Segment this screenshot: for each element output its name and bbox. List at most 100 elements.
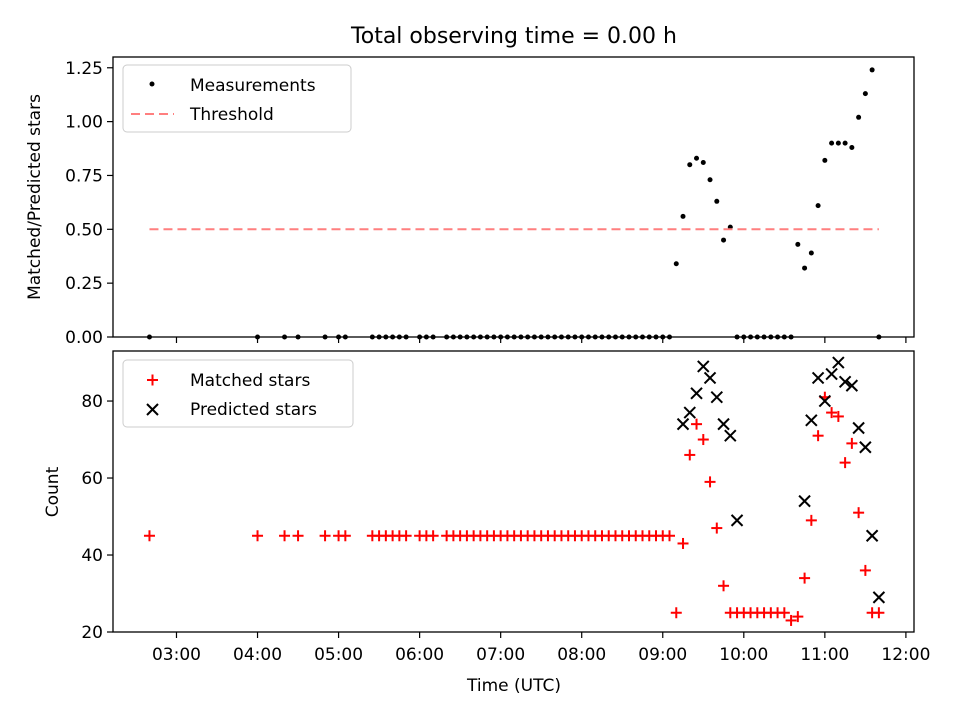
x-axis-label: Time (UTC)	[466, 676, 561, 696]
measurement-point	[721, 237, 727, 243]
measurement-point	[457, 334, 463, 340]
measurement-point	[842, 140, 848, 146]
measurement-point	[639, 334, 645, 340]
predicted-stars-point	[717, 417, 730, 431]
measurement-point	[484, 334, 490, 340]
ratio-ticks: 0.00 0.25 0.50 0.75 1.00 1.25	[65, 59, 907, 348]
measurement-point	[545, 334, 551, 340]
measurement-point	[680, 213, 686, 219]
measurement-point	[795, 241, 801, 247]
predicted-stars-point	[818, 394, 832, 408]
measurement-point	[525, 334, 531, 340]
ratio-y-tick-label: 1.25	[65, 59, 103, 79]
matched-stars-point	[853, 507, 865, 519]
legend-predicted-marker	[146, 403, 159, 416]
measurement-point	[606, 334, 612, 340]
predicted-stars-point	[676, 417, 690, 431]
matched-stars-point	[704, 476, 716, 488]
count-series-layer	[143, 356, 886, 626]
x-tick-label: 06:00	[395, 645, 444, 665]
count-ticks: 20 40 60 80 03:00 04:00 05:00 06:00 07:00 08:00 09…	[81, 392, 930, 665]
ratio-y-tick-label: 0.50	[65, 220, 103, 240]
measurement-point	[464, 334, 470, 340]
measurement-point	[599, 334, 605, 340]
measurement-point	[829, 140, 835, 146]
matched-stars-point	[846, 437, 858, 449]
predicted-stars-point	[852, 421, 865, 435]
measurement-point	[876, 334, 882, 340]
measurement-point	[295, 334, 301, 340]
predicted-stars-point	[845, 379, 859, 392]
x-tick-label: 11:00	[800, 645, 849, 665]
matched-stars-point	[143, 530, 155, 542]
measurement-point	[734, 334, 740, 340]
legend-measurements-marker	[149, 81, 155, 87]
measurement-point	[626, 334, 632, 340]
matched-stars-point	[400, 530, 412, 542]
measurement-point	[808, 250, 814, 256]
measurement-point	[788, 334, 794, 340]
count-axes-frame	[112, 350, 915, 633]
legend-measurements-label: Measurements	[190, 76, 316, 96]
measurement-point	[511, 334, 517, 340]
predicted-stars-point	[859, 441, 872, 454]
measurement-point	[781, 334, 787, 340]
x-tick-label: 04:00	[233, 645, 282, 665]
matched-stars-point	[319, 530, 331, 542]
measurement-point	[646, 334, 652, 340]
measurement-point	[538, 334, 544, 340]
count-legend-box	[122, 359, 354, 428]
predicted-stars-point	[710, 390, 723, 404]
measurement-point	[619, 334, 625, 340]
matched-stars-point	[799, 572, 811, 584]
count-y-tick-label: 20	[81, 623, 103, 643]
matched-stars-point	[427, 530, 439, 542]
matched-stars-point	[691, 418, 703, 430]
measurement-point	[707, 177, 713, 183]
matched-stars-point	[664, 530, 676, 542]
matched-stars-point	[718, 580, 730, 592]
measurement-point	[856, 114, 862, 120]
chart-title: Total observing time = 0.00 h	[350, 24, 677, 49]
measurement-point	[322, 334, 328, 340]
count-y-tick-label: 60	[81, 469, 103, 489]
measurement-point	[531, 334, 537, 340]
ratio-legend-box	[122, 64, 352, 133]
ratio-panel: 0.00 0.25 0.50 0.75 1.00 1.25 Matched/Predict…	[25, 56, 915, 348]
measurement-point	[471, 334, 477, 340]
measurement-point	[450, 334, 456, 340]
ratio-y-tick-label: 0.00	[65, 328, 103, 348]
predicted-stars-point	[703, 371, 717, 385]
measurement-point	[282, 334, 288, 340]
count-y-tick-label: 80	[81, 392, 103, 412]
predicted-stars-point	[724, 429, 737, 442]
matched-stars-point	[792, 611, 804, 623]
measurement-point	[369, 334, 375, 340]
x-tick-label: 12:00	[881, 645, 930, 665]
measurement-point	[862, 91, 868, 97]
legend-threshold-label: Threshold	[189, 105, 274, 125]
matched-stars-point	[670, 607, 682, 619]
matched-stars-point	[826, 407, 838, 419]
matched-stars-point	[839, 457, 851, 469]
legend-matched-label: Matched stars	[190, 371, 310, 391]
matched-stars-point	[778, 607, 790, 619]
measurement-point	[673, 261, 679, 267]
measurement-point	[633, 334, 639, 340]
measurement-point	[835, 140, 841, 146]
predicted-stars-point	[730, 514, 744, 527]
measurement-point	[754, 334, 760, 340]
measurement-point	[376, 334, 382, 340]
measurement-point	[565, 334, 571, 340]
measurement-point	[694, 155, 700, 161]
measurement-point	[552, 334, 558, 340]
x-tick-label: 10:00	[719, 645, 768, 665]
predicted-stars-point	[832, 356, 845, 369]
measurement-point	[653, 334, 659, 340]
predicted-stars-point	[683, 406, 696, 419]
measurement-point	[849, 144, 855, 150]
x-tick-label: 05:00	[314, 645, 363, 665]
predicted-stars-point	[697, 360, 710, 373]
ratio-legend: Measurements Threshold	[122, 64, 352, 133]
